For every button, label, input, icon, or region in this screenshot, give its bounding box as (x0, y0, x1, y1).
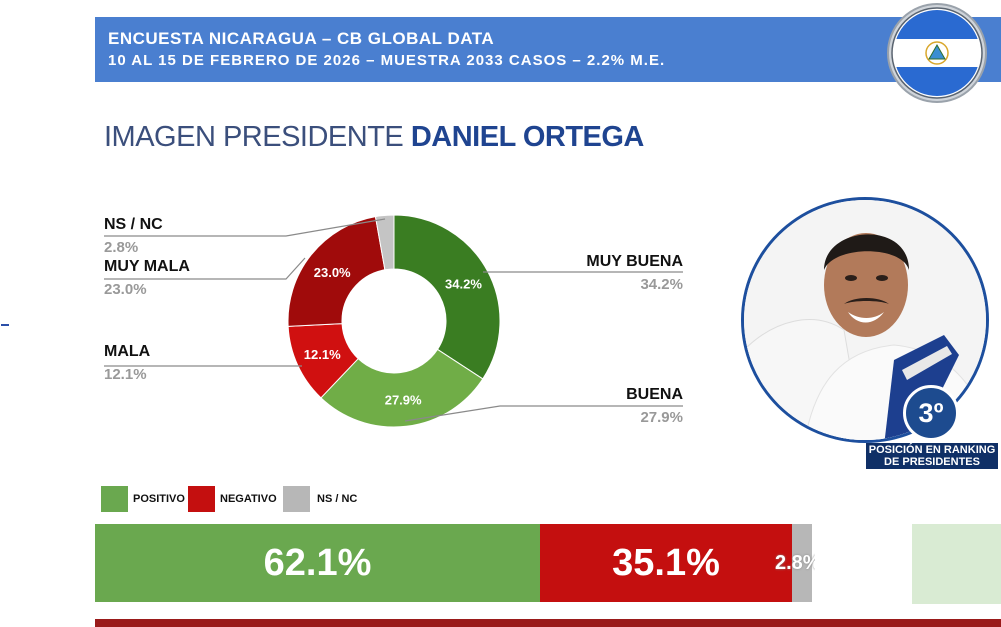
bar-segment-negativo: 35.1% (540, 524, 792, 602)
bar-value-label: 35.1% (612, 541, 720, 584)
side-mark (1, 324, 9, 326)
label-muy-buena: MUY BUENA (586, 253, 683, 270)
value-muy-buena: 34.2% (640, 276, 683, 293)
legend-swatch-positivo (101, 486, 128, 512)
legend-label-negativo: NEGATIVO (220, 493, 277, 505)
bar-value-label: 62.1% (263, 541, 372, 584)
value-ns-nc: 2.8% (104, 239, 139, 256)
value-muy-mala: 23.0% (104, 281, 147, 298)
header-title: ENCUESTA NICARAGUA – CB GLOBAL DATA (108, 29, 495, 48)
legend-item-negativo: NEGATIVO (188, 486, 277, 512)
legend-item-ns-nc: NS / NC (283, 486, 357, 512)
title-prefix: IMAGEN PRESIDENTE (104, 121, 404, 153)
donut-slice-ns-nc (374, 214, 395, 271)
donut-value-label: 34.2% (445, 276, 482, 291)
ranking-position-badge: 3º (903, 385, 959, 441)
report-header: ENCUESTA NICARAGUA – CB GLOBAL DATA 10 A… (95, 17, 1001, 82)
ranking-caption-line1: POSICIÓN EN RANKING (868, 444, 996, 456)
legend-swatch-ns-nc (283, 486, 310, 512)
bar-value-label: 2.8% (775, 551, 815, 574)
label-buena: BUENA (626, 386, 683, 403)
title-president-name: DANIEL ORTEGA (410, 121, 645, 153)
donut-slice-muy-mala (287, 216, 386, 327)
legend-swatch-negativo (188, 486, 215, 512)
page-title: IMAGEN PRESIDENTE DANIEL ORTEGA (104, 121, 644, 154)
label-ns-nc: NS / NC (104, 216, 163, 233)
legend-label-positivo: POSITIVO (133, 493, 185, 505)
donut-slice-mala (287, 323, 359, 399)
bar-segment-positivo: 62.1% (95, 524, 540, 602)
value-mala: 12.1% (104, 366, 147, 383)
value-buena: 27.9% (640, 409, 683, 426)
legend-item-positivo: POSITIVO (101, 486, 185, 512)
donut-slice-buena (320, 348, 484, 428)
ranking-caption: POSICIÓN EN RANKING DE PRESIDENTES (866, 443, 998, 469)
legend-label-ns-nc: NS / NC (317, 493, 358, 505)
nicaragua-flag-icon (887, 3, 987, 103)
header-subtitle: 10 AL 15 DE FEBRERO DE 2026 – MUESTRA 20… (108, 52, 666, 69)
label-muy-mala: MUY MALA (104, 258, 190, 275)
bar-segment-ns-nc: 2.8% (775, 524, 815, 602)
label-mala: MALA (104, 343, 151, 360)
portrait-illustration-icon (744, 200, 986, 440)
donut-value-label: 12.1% (304, 347, 341, 362)
donut-value-label: 27.9% (385, 392, 422, 407)
donut-value-label: 23.0% (314, 265, 351, 280)
faded-panel (912, 524, 1001, 604)
bottom-rule (95, 619, 1001, 627)
donut-slice-muy-buena (393, 214, 501, 380)
ranking-caption-line2: DE PRESIDENTES (884, 456, 980, 468)
